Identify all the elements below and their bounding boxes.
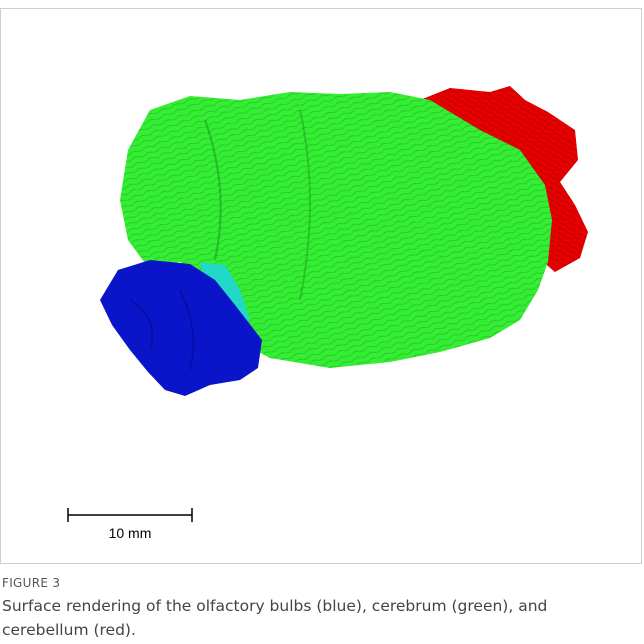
page: {"figure": {"scale_bar_label": "10 mm", … — [0, 0, 644, 644]
figure-caption: Surface rendering of the olfactory bulbs… — [2, 594, 632, 642]
scale-bar: 10 mm — [68, 508, 192, 541]
scale-bar-label: 10 mm — [109, 525, 152, 541]
figure-label: FIGURE 3 — [2, 576, 60, 590]
figure-image: 10 mm — [0, 0, 644, 564]
